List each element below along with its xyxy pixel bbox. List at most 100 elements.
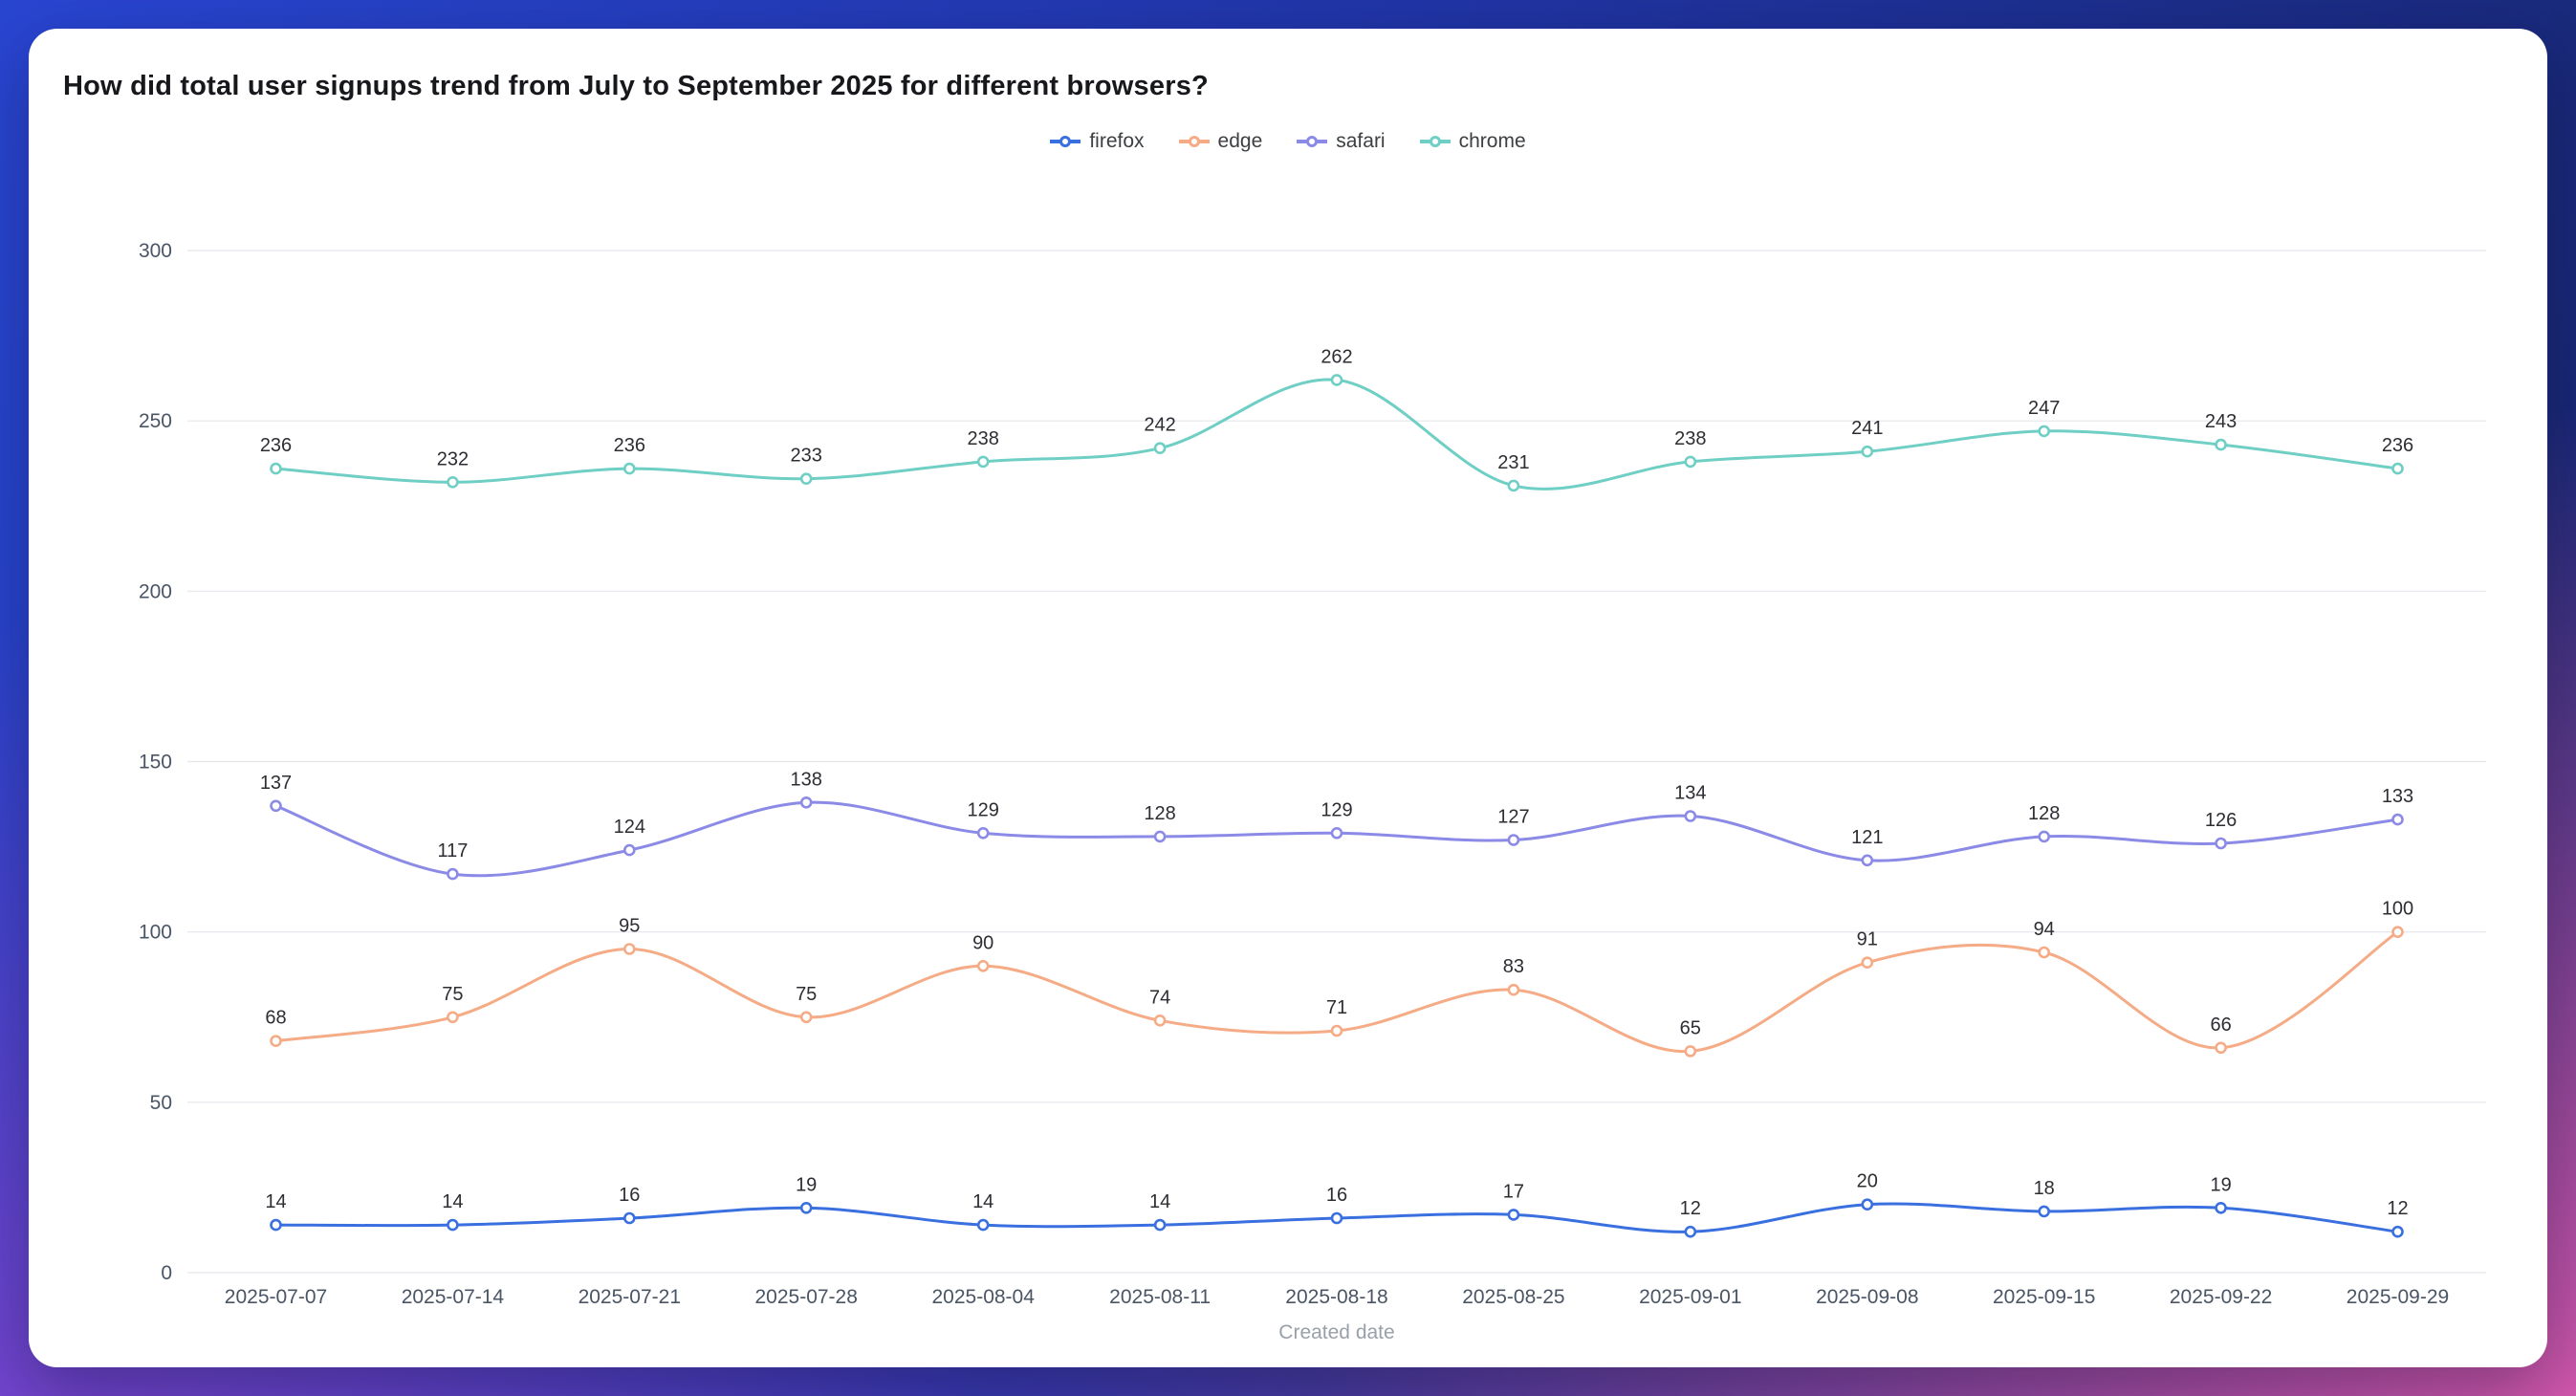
y-axis-tick-label: 50 <box>150 1092 172 1114</box>
data-point-safari[interactable] <box>622 843 636 857</box>
data-point-firefox[interactable] <box>799 1202 813 1214</box>
data-point-label: 117 <box>437 840 468 862</box>
data-point-label: 247 <box>2028 398 2060 419</box>
data-point-label: 17 <box>1503 1181 1524 1202</box>
data-point-edge[interactable] <box>1684 1045 1697 1058</box>
data-point-firefox[interactable] <box>976 1218 990 1232</box>
data-point-label: 16 <box>619 1185 640 1206</box>
x-axis-tick-label: 2025-08-25 <box>1462 1286 1564 1308</box>
data-point-label: 65 <box>1680 1017 1701 1038</box>
x-axis-tick-label: 2025-08-18 <box>1285 1286 1387 1308</box>
data-point-edge[interactable] <box>622 943 636 955</box>
data-point-firefox[interactable] <box>1330 1211 1343 1225</box>
data-point-edge[interactable] <box>2215 1041 2227 1055</box>
data-point-label: 128 <box>2028 803 2060 824</box>
line-chart[interactable]: 0 50 100 150 200 250 300 2025-07-07 2025-07-14 20… <box>29 29 2547 1367</box>
data-point-label: 68 <box>265 1008 286 1029</box>
data-point-safari[interactable] <box>1507 834 1520 846</box>
x-axis-tick-label: 2025-09-01 <box>1639 1286 1741 1308</box>
x-axis-tick-label: 2025-07-21 <box>579 1286 681 1308</box>
data-point-chrome[interactable] <box>2215 438 2227 451</box>
data-point-chrome[interactable] <box>2038 425 2050 438</box>
legend-item-chrome[interactable]: chrome <box>1419 130 1526 153</box>
data-point-firefox[interactable] <box>2391 1225 2404 1238</box>
data-point-label: 71 <box>1326 997 1347 1018</box>
legend-item-firefox[interactable]: firefox <box>1050 130 1145 153</box>
data-point-chrome[interactable] <box>1861 445 1874 458</box>
data-point-label: 19 <box>2210 1174 2231 1195</box>
data-point-chrome[interactable] <box>1330 374 1343 386</box>
legend-label: chrome <box>1458 130 1526 152</box>
data-point-safari[interactable] <box>976 826 990 840</box>
x-axis-tick-label: 2025-07-28 <box>754 1286 857 1308</box>
data-point-chrome[interactable] <box>799 472 813 486</box>
data-point-label: 66 <box>2210 1014 2231 1036</box>
data-point-edge[interactable] <box>2038 946 2050 959</box>
data-point-firefox[interactable] <box>270 1218 282 1232</box>
legend-label: edge <box>1217 130 1263 152</box>
legend-item-safari[interactable]: safari <box>1297 130 1386 153</box>
data-point-edge[interactable] <box>270 1035 282 1047</box>
data-point-label: 16 <box>1326 1185 1347 1206</box>
data-point-label: 19 <box>796 1174 817 1195</box>
data-point-firefox[interactable] <box>2215 1202 2227 1214</box>
x-axis-tick-label: 2025-07-07 <box>225 1286 327 1308</box>
data-point-safari[interactable] <box>2391 813 2404 826</box>
data-point-label: 100 <box>2382 899 2413 920</box>
data-point-label: 138 <box>791 769 822 790</box>
y-axis-tick-label: 250 <box>139 410 172 432</box>
data-point-chrome[interactable] <box>1507 479 1520 492</box>
data-point-chrome[interactable] <box>270 462 282 475</box>
data-point-label: 124 <box>614 817 645 838</box>
data-point-label: 262 <box>1321 346 1352 367</box>
data-point-firefox[interactable] <box>2038 1205 2050 1218</box>
data-point-safari[interactable] <box>1684 810 1697 822</box>
data-point-safari[interactable] <box>2038 830 2050 843</box>
data-point-safari[interactable] <box>799 796 813 809</box>
data-point-label: 128 <box>1144 803 1175 824</box>
data-point-chrome[interactable] <box>1153 442 1167 455</box>
data-point-label: 232 <box>437 448 469 469</box>
data-point-chrome[interactable] <box>2391 462 2404 475</box>
data-point-edge[interactable] <box>799 1011 813 1024</box>
data-point-label: 74 <box>1149 987 1170 1008</box>
data-point-chrome[interactable] <box>447 475 459 489</box>
data-point-firefox[interactable] <box>1861 1198 1874 1211</box>
data-point-firefox[interactable] <box>1507 1209 1520 1221</box>
data-point-edge[interactable] <box>2391 926 2404 939</box>
data-point-label: 126 <box>2205 810 2237 831</box>
data-point-edge[interactable] <box>1153 1014 1167 1027</box>
data-point-edge[interactable] <box>976 959 990 972</box>
data-point-firefox[interactable] <box>447 1218 459 1232</box>
data-point-edge[interactable] <box>1507 983 1520 996</box>
data-point-label: 129 <box>1321 799 1352 820</box>
data-point-firefox[interactable] <box>622 1211 636 1225</box>
data-point-firefox[interactable] <box>1684 1225 1697 1238</box>
data-point-firefox[interactable] <box>1153 1218 1167 1232</box>
data-point-safari[interactable] <box>1330 826 1343 840</box>
data-point-safari[interactable] <box>270 799 282 813</box>
data-point-edge[interactable] <box>447 1011 459 1024</box>
data-point-safari[interactable] <box>1153 830 1167 843</box>
legend-marker-dot <box>1429 136 1441 147</box>
data-point-label: 241 <box>1851 418 1883 439</box>
legend-item-edge[interactable]: edge <box>1178 130 1263 153</box>
data-point-label: 90 <box>972 932 993 953</box>
data-point-label: 94 <box>2034 919 2055 940</box>
data-point-chrome[interactable] <box>976 455 990 469</box>
data-point-chrome[interactable] <box>1684 455 1697 469</box>
y-axis-tick-label: 150 <box>139 752 172 774</box>
data-point-label: 242 <box>1144 415 1175 436</box>
data-point-safari[interactable] <box>2215 837 2227 850</box>
chart-title: How did total user signups trend from Ju… <box>63 71 1209 101</box>
data-point-edge[interactable] <box>1330 1024 1343 1037</box>
data-point-edge[interactable] <box>1861 956 1874 970</box>
x-axis-tick-label: 2025-09-08 <box>1816 1286 1918 1308</box>
data-point-label: 238 <box>968 428 999 449</box>
data-point-chrome[interactable] <box>622 462 636 475</box>
data-point-safari[interactable] <box>1861 854 1874 867</box>
data-point-safari[interactable] <box>447 867 459 881</box>
data-point-label: 134 <box>1674 783 1706 804</box>
data-point-label: 236 <box>260 435 292 456</box>
data-point-label: 236 <box>614 435 645 456</box>
